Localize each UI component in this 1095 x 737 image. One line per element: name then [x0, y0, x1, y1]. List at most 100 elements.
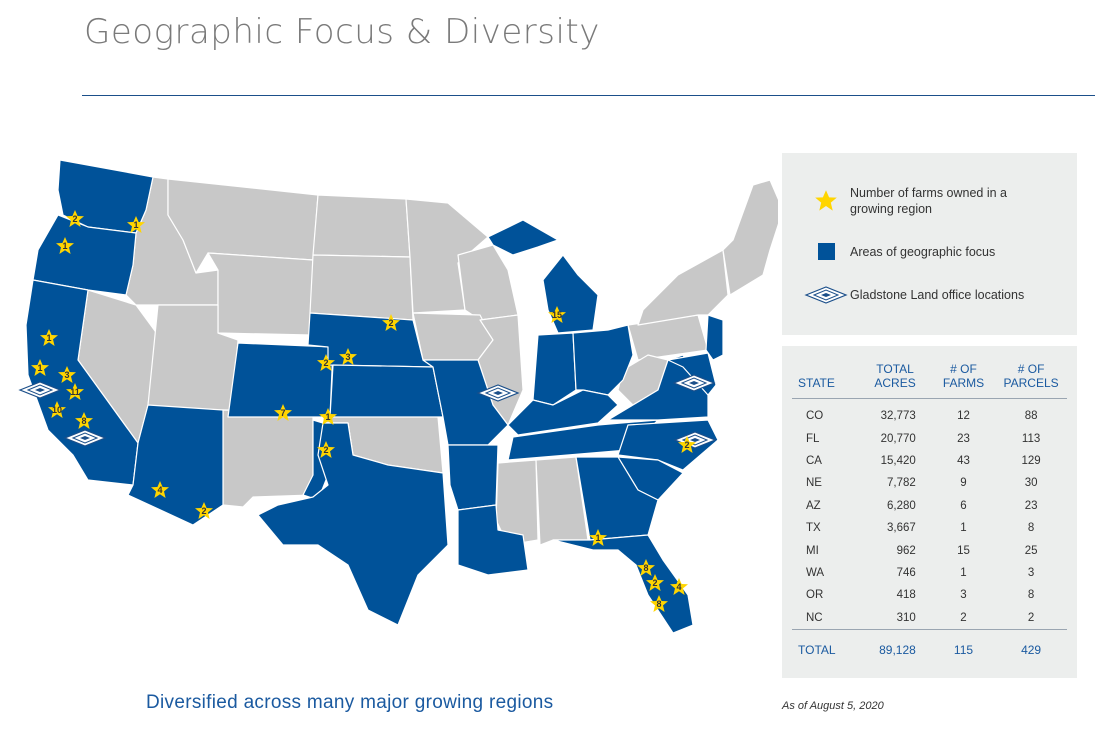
cell-farms: 6	[960, 499, 967, 512]
farm-count-star: 15	[548, 306, 566, 323]
cell-parcels: 113	[1021, 432, 1041, 445]
farm-count-star: 1	[40, 329, 58, 346]
cell-parcels: 25	[1024, 544, 1038, 557]
cell-acres: 3,667	[887, 522, 916, 535]
state-mi-upper	[487, 219, 559, 256]
legend-item-farms: Number of farms owned in a growing regio…	[802, 185, 1020, 217]
cell-state: CA	[806, 454, 822, 467]
cell-acres: 20,770	[880, 432, 916, 445]
farm-count-star: 2	[195, 502, 213, 519]
farm-count-star: 8	[637, 559, 655, 576]
farm-count-star: 2	[646, 574, 664, 591]
legend-label: Gladstone Land office locations	[850, 288, 1025, 302]
cell-parcels: 30	[1024, 477, 1038, 490]
state-ca	[25, 279, 139, 486]
star-count-label: 1	[133, 220, 138, 230]
farm-count-star: 1	[56, 237, 74, 254]
table-row: AZ 6,280 6 23	[792, 495, 1067, 517]
cell-state: NC	[806, 611, 823, 624]
cell-farms: 3	[960, 589, 967, 602]
state-tx	[257, 422, 449, 626]
farm-count-star: 2	[678, 436, 696, 453]
state-new-england	[722, 179, 784, 296]
header-farms: # OF FARMS	[931, 352, 996, 399]
cell-state: CO	[806, 410, 824, 423]
cell-state: TX	[806, 522, 821, 535]
star-count-label: 2	[684, 440, 689, 450]
star-count-label: 10	[52, 405, 62, 415]
star-count-label: 2	[323, 445, 328, 455]
total-cell: 115	[931, 628, 996, 670]
cell-acres: 746	[896, 566, 916, 579]
state-co	[227, 342, 334, 418]
farm-count-star: 1	[589, 529, 607, 546]
farm-count-star: 10	[48, 401, 66, 418]
star-count-label: 4	[676, 582, 681, 592]
farm-count-star: 2	[317, 354, 335, 371]
title-divider	[82, 95, 1095, 96]
total-cell: 429	[995, 628, 1067, 670]
farm-count-star: 4	[670, 578, 688, 595]
star-icon	[802, 189, 850, 213]
star-count-label: 15	[552, 310, 562, 320]
cell-parcels: 88	[1024, 410, 1038, 423]
state-az	[127, 404, 224, 526]
table-total-row: TOTAL 89,128 115 429	[792, 628, 1067, 670]
cell-acres: 418	[896, 589, 916, 602]
cell-acres: 15,420	[880, 454, 916, 467]
farm-count-star: 8	[75, 412, 93, 429]
table-row: TX 3,667 1 8	[792, 517, 1067, 539]
state-wy	[207, 252, 314, 336]
state-wi	[457, 244, 519, 321]
farm-count-star: 2	[382, 314, 400, 331]
stats-table-panel: STATE TOTAL ACRES # OF FARMS # OF PARCEL…	[782, 346, 1077, 678]
star-count-label: 2	[72, 214, 77, 224]
star-count-label: 8	[643, 563, 648, 573]
state-nm	[222, 409, 314, 508]
total-cell: 89,128	[858, 628, 932, 670]
cell-farms: 1	[960, 522, 967, 535]
legend-label: Areas of geographic focus	[850, 244, 996, 259]
legend-item-focus: Areas of geographic focus	[802, 243, 1050, 260]
state-in	[532, 332, 577, 406]
star-count-label: 7	[280, 408, 285, 418]
star-count-label: 3	[64, 370, 69, 380]
star-count-label: 8	[81, 416, 86, 426]
farm-count-star: 1	[319, 408, 337, 425]
cell-acres: 32,773	[880, 410, 916, 423]
state-nd	[312, 194, 411, 258]
star-count-label: 1	[37, 363, 42, 373]
star-count-label: 1	[325, 412, 330, 422]
cell-farms: 23	[957, 432, 970, 445]
cell-state: FL	[806, 432, 820, 445]
cell-state: WA	[806, 566, 825, 579]
cell-acres: 310	[896, 611, 916, 624]
blue-square-icon	[802, 243, 850, 260]
office-diamond-icon	[802, 285, 850, 305]
state-sd	[309, 254, 414, 321]
state-ky	[507, 389, 619, 436]
table-row: MI 962 15 25	[792, 539, 1067, 561]
cell-farms: 15	[957, 544, 970, 557]
farm-count-star: 2	[66, 210, 84, 227]
table-row: OR 418 3 8	[792, 584, 1067, 606]
cell-farms: 43	[957, 454, 970, 467]
as-of-date: As of August 5, 2020	[782, 700, 884, 712]
cell-state: AZ	[806, 499, 821, 512]
cell-state: OR	[806, 589, 824, 602]
stats-table: STATE TOTAL ACRES # OF FARMS # OF PARCEL…	[792, 352, 1067, 670]
legend-label: Number of farms owned in a growing regio…	[850, 186, 1008, 216]
star-count-label: 2	[388, 318, 393, 328]
cell-parcels: 23	[1024, 499, 1038, 512]
cell-farms: 12	[957, 410, 970, 423]
table-row: NC 310 2 2	[792, 607, 1067, 630]
cell-farms: 1	[960, 566, 967, 579]
state-nj	[705, 314, 724, 361]
star-count-label: 2	[652, 578, 657, 588]
subtitle: Diversified across many major growing re…	[146, 692, 554, 713]
table-row: CO 32,773 12 88	[792, 399, 1067, 428]
table-row: NE 7,782 9 30	[792, 472, 1067, 494]
cell-parcels: 129	[1021, 454, 1041, 467]
cell-parcels: 8	[1027, 522, 1035, 535]
